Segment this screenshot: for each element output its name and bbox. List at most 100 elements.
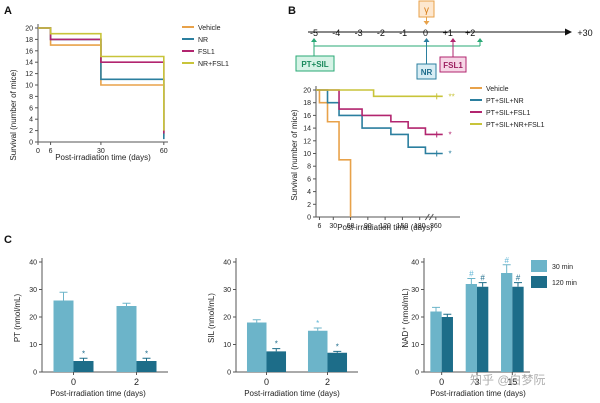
bar-sil-1 [327, 352, 348, 372]
y-tick-label-b: 6 [307, 176, 311, 183]
y-tick-label-a: 4 [29, 117, 33, 124]
y-tick-label-pt: 40 [29, 260, 37, 267]
significance-marker: * [448, 150, 451, 159]
x-tick-label-b: 360 [430, 223, 442, 230]
x-tick-label-sil: 0 [264, 377, 269, 387]
pt-sil-arrowhead-end [477, 38, 483, 42]
y-tick-label-a: 6 [29, 105, 33, 112]
nr-arrowhead [423, 38, 430, 42]
y-axis-label-nad: NAD⁺ (nmol/mL) [401, 288, 410, 348]
significance-marker: * [448, 130, 451, 139]
legend-label-pt-sil-nr: PT+SIL+NR [486, 98, 524, 105]
bar-sil-0 [307, 330, 328, 372]
nr-box [416, 63, 437, 80]
x-tick-label-pt: 2 [134, 377, 139, 387]
survival-line-a-3 [38, 27, 165, 131]
bar-nad-0 [465, 284, 477, 372]
significance-marker: * [275, 340, 278, 349]
legend-swatch-30min [531, 260, 547, 272]
bar-pt-0 [116, 306, 137, 372]
legend-label-120min: 120 min [552, 280, 577, 287]
legend-label-nr: NR [198, 37, 208, 44]
legend-a: Vehicle NR FSL1 NR+FSL1 [182, 25, 229, 68]
y-tick-label-b: 14 [303, 126, 311, 133]
legend-label-vehicle: Vehicle [198, 25, 221, 32]
timeline-tick-label: -4 [332, 28, 340, 38]
bar-pt-1 [136, 361, 157, 372]
significance-marker: * [316, 319, 319, 328]
plot-area-sil: 0 10 20 30 40 * 0 * * 2 [223, 258, 358, 387]
significance-marker: # [516, 274, 521, 283]
y-tick-label-nad: 30 [411, 287, 419, 294]
timeline-tick-label: -1 [399, 28, 407, 38]
significance-marker: # [480, 274, 485, 283]
y-tick-label-sil: 10 [223, 342, 231, 349]
x-tick-label-a: 0 [36, 148, 40, 155]
x-tick-label-b: 90 [364, 223, 372, 230]
y-tick-label-b: 12 [303, 138, 311, 145]
x-tick-label-a: 60 [160, 148, 168, 155]
survival-line-b-3 [316, 89, 443, 98]
survival-chart-a: 0 2 4 6 8 10 12 14 16 18 20 0 6 30 60 Survival (number… [9, 24, 229, 162]
y-tick-label-a: 12 [25, 71, 33, 78]
y-axis-label-pt: PT (nmol/mL) [13, 294, 22, 343]
bar-nad-0 [430, 311, 442, 372]
y-tick-label-b: 0 [307, 215, 311, 222]
y-tick-label-a: 14 [25, 60, 33, 67]
bar-nad-1 [441, 317, 453, 372]
fsl1-arrowhead [450, 38, 456, 42]
x-tick-label-b: 120 [379, 223, 391, 230]
survival-line-b-2 [316, 89, 443, 136]
y-tick-label-pt: 10 [29, 342, 37, 349]
y-tick-label-a: 18 [25, 37, 33, 44]
legend-b: Vehicle PT+SIL+NR PT+SIL+FSL1 PT+SIL+NR+… [470, 86, 545, 129]
timeline-tick-label: +2 [465, 28, 475, 38]
axis-break-mark [424, 213, 430, 221]
panel-b-label: B [288, 5, 296, 17]
y-tick-label-b: 4 [307, 189, 311, 196]
timeline-tick-label: -5 [310, 28, 318, 38]
fsl1-label: FSL1 [443, 61, 463, 70]
x-tick-label-b: 60 [347, 223, 355, 230]
watermark: 知乎 @白梦阮 [470, 372, 546, 387]
x-axis-label-nad: Post-irradiation time (days) [430, 389, 526, 398]
y-tick-label-pt: 30 [29, 287, 37, 294]
timeline-ticks: -5 -4 -3 -2 -1 0 +1 +2 [310, 28, 475, 38]
y-tick-label-sil: 20 [223, 315, 231, 322]
legend-label-nr-fsl1: NR+FSL1 [198, 61, 229, 68]
timeline-end-label: +30 [577, 28, 592, 38]
y-tick-label-a: 16 [25, 48, 33, 55]
bar-nad-1 [477, 286, 489, 372]
survival-line-b-1 [316, 89, 443, 155]
bar-chart-pt: 0 10 20 30 40 * 0 * 2 PT (nmol/mL) Post-irradiat… [13, 258, 168, 398]
y-tick-label-sil: 30 [223, 287, 231, 294]
bar-sil-1 [266, 351, 287, 372]
significance-marker: # [469, 270, 474, 279]
plot-area-pt: 0 10 20 30 40 * 0 * 2 [29, 258, 168, 387]
y-axis-label-a: Survival (number of mice) [9, 69, 18, 160]
gamma-label: γ [424, 5, 429, 16]
y-tick-label-a: 10 [25, 83, 33, 90]
legend-label-fsl1: FSL1 [198, 49, 215, 56]
bar-nad-0 [501, 273, 513, 372]
y-tick-label-b: 8 [307, 164, 311, 171]
bar-chart-nad: 0 10 20 30 40 0 # #3 # #15 NAD⁺ (nmol/mL) Post-ir… [401, 256, 577, 398]
timeline-tick-label: 0 [423, 28, 428, 38]
pt-sil-label: PT+SIL [301, 60, 328, 69]
pt-sil-arrowhead-start [311, 38, 317, 42]
bar-pt-1 [73, 361, 94, 372]
y-tick-label-sil: 40 [223, 260, 231, 267]
significance-marker: * [82, 349, 85, 358]
y-tick-label-a: 8 [29, 94, 33, 101]
treatment-timeline: -5 -4 -3 -2 -1 0 +1 +2 +30 γ PT+SIL NR FSL1 [295, 0, 593, 80]
legend-label-pt-sil-nr-fsl1: PT+SIL+NR+FSL1 [486, 122, 545, 129]
panel-c-label: C [4, 234, 12, 246]
pt-sil-box [295, 55, 335, 72]
x-tick-label-nad: 15 [507, 377, 517, 387]
x-tick-label-nad: 0 [439, 377, 444, 387]
y-tick-label-a: 2 [29, 128, 33, 135]
plot-area-a: 0 2 4 6 8 10 12 14 16 18 20 0 6 30 60 [25, 24, 168, 155]
y-tick-label-b: 10 [303, 151, 311, 158]
timeline-arrowhead [565, 28, 572, 36]
